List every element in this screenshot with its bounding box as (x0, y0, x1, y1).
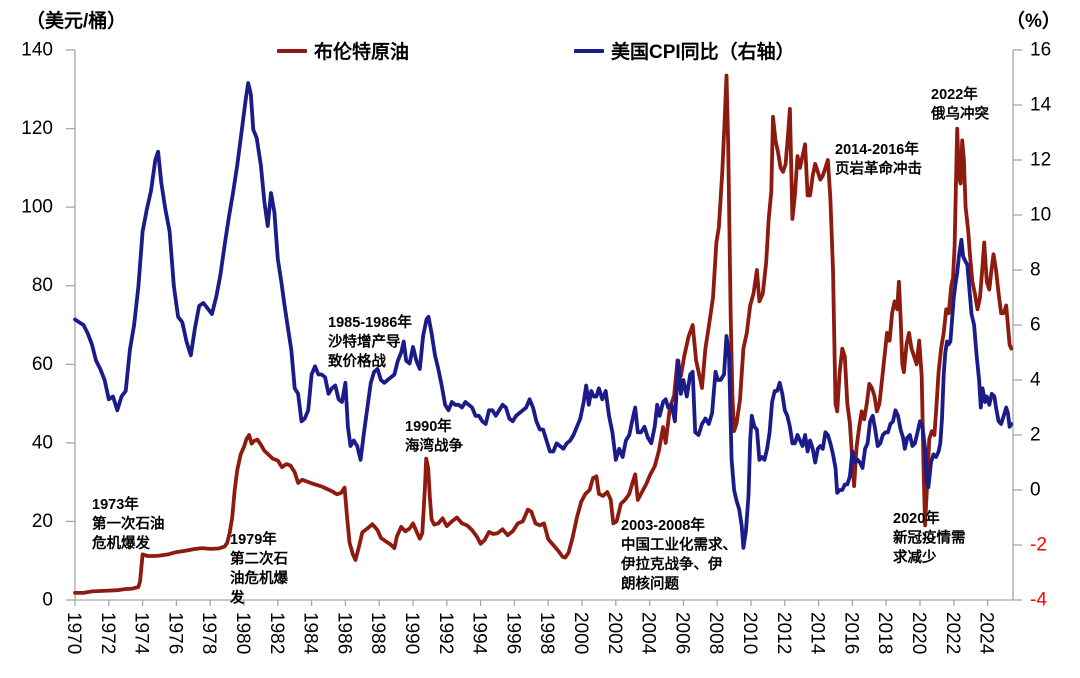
annotation-1985-price-war: 1985-1986年沙特增产导致价格战 (328, 313, 412, 370)
x-axis-year-label: 1976 (164, 612, 185, 654)
x-axis-year-label: 1990 (401, 612, 422, 654)
right-axis-tick-label: 0 (1030, 480, 1041, 501)
left-axis-tick-label: 120 (21, 118, 53, 139)
left-axis-unit-label: （美元/桶） (26, 11, 127, 32)
x-axis-year-label: 2016 (840, 612, 861, 654)
x-axis-year-label: 2012 (773, 612, 794, 654)
annotation-1973-oil-crisis: 1973年第一次石油危机爆发 (92, 495, 165, 552)
x-axis-year-label: 1980 (232, 612, 253, 654)
legend-label-brent: 布伦特原油 (314, 42, 410, 63)
brent-line-swatch-icon (277, 48, 307, 53)
annotation-2020-covid: 2020年新冠疫情需求减少 (893, 509, 966, 566)
x-axis-year-label: 1992 (435, 612, 456, 654)
annotation-2022-russia-ukraine: 2022年俄乌冲突 (930, 85, 989, 123)
x-axis-year-label: 1988 (367, 612, 388, 654)
right-axis-tick-label: 16 (1030, 40, 1051, 61)
right-axis-tick-label: 2 (1030, 425, 1041, 446)
x-axis-year-label: 1972 (97, 612, 118, 654)
x-axis-year-label: 1998 (536, 612, 557, 654)
x-axis-year-label: 2008 (705, 612, 726, 654)
x-axis-year-label: 1978 (198, 612, 219, 654)
right-axis-unit-label: （%） (1006, 11, 1061, 32)
x-axis-year-label: 1982 (266, 612, 287, 654)
right-axis-tick-label: -4 (1030, 590, 1047, 611)
x-axis-year-label: 1986 (333, 612, 354, 654)
x-axis-year-label: 2024 (976, 612, 997, 655)
annotation-2003-2008-demand: 2003-2008年中国工业化需求、伊拉克战争、伊朗核问题 (620, 516, 737, 593)
right-axis-tick-label: 8 (1030, 260, 1041, 281)
x-axis-year-label: 2014 (807, 612, 828, 655)
x-axis-year-label: 2004 (638, 612, 659, 655)
legend-label-cpi: 美国CPI同比（右轴） (611, 42, 795, 63)
x-axis-year-label: 1974 (131, 612, 152, 655)
legend-item-cpi: 美国CPI同比（右轴） (574, 37, 795, 64)
x-axis-year-label: 2020 (908, 612, 929, 654)
right-axis-tick-label: 6 (1030, 315, 1041, 336)
x-axis-year-label: 1970 (63, 612, 84, 654)
x-axis-year-label: 2006 (671, 612, 692, 654)
right-axis-tick-label: 12 (1030, 150, 1051, 171)
annotation-1990-gulf-war: 1990年海湾战争 (405, 417, 463, 455)
x-axis-year-label: 2002 (604, 612, 625, 654)
x-axis-year-label: 2000 (570, 612, 591, 654)
x-axis-year-label: 1984 (300, 612, 321, 655)
x-axis-year-label: 1996 (502, 612, 523, 654)
x-axis-year-label: 2018 (874, 612, 895, 654)
left-axis-tick-label: 100 (21, 197, 53, 218)
x-axis-year-label: 2022 (942, 612, 963, 654)
legend-item-brent: 布伦特原油 (277, 37, 409, 64)
right-axis-tick-label: 4 (1030, 370, 1041, 391)
x-axis-year-label: 1994 (469, 612, 490, 655)
cpi-line-swatch-icon (574, 48, 604, 53)
left-axis-tick-label: 80 (32, 275, 53, 296)
right-axis-tick-label: 14 (1030, 95, 1052, 116)
annotation-1979-oil-crisis: 1979年第二次石油危机爆发 (229, 530, 288, 607)
right-axis-tick-label: -2 (1030, 535, 1047, 556)
left-axis-tick-label: 60 (32, 354, 53, 375)
left-axis-tick-label: 20 (32, 511, 53, 532)
x-axis-year-label: 2010 (739, 612, 760, 654)
left-axis-tick-label: 0 (42, 590, 53, 611)
us-cpi-line (73, 81, 1014, 550)
left-axis-tick-label: 140 (21, 40, 53, 61)
right-axis-tick-label: 10 (1030, 205, 1051, 226)
left-axis-tick-label: 40 (32, 432, 53, 453)
annotation-2014-shale-shock: 2014-2016年页岩革命冲击 (835, 140, 922, 178)
